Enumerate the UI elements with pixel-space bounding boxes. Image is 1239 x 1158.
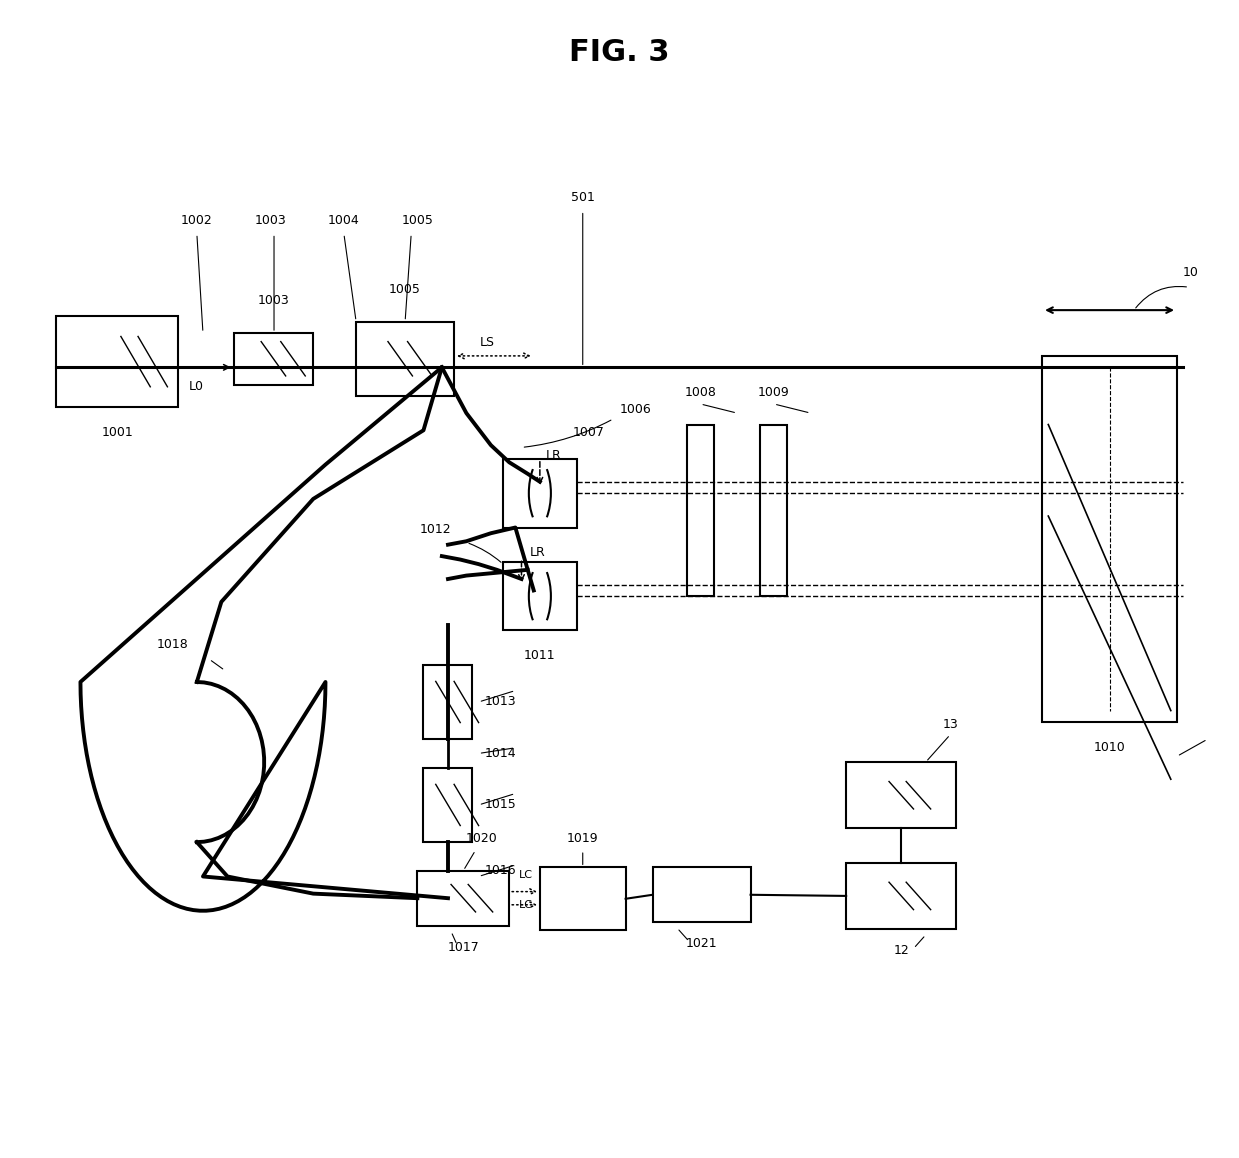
- Text: FIG. 3: FIG. 3: [569, 38, 670, 67]
- Text: LC: LC: [519, 900, 533, 910]
- Text: 1010: 1010: [1094, 741, 1125, 754]
- Bar: [653, 867, 751, 922]
- Text: 1019: 1019: [567, 833, 598, 845]
- Bar: [234, 334, 313, 384]
- Text: 1016: 1016: [484, 864, 517, 878]
- Text: 1006: 1006: [620, 403, 652, 416]
- Bar: [503, 459, 576, 528]
- Bar: [424, 768, 472, 842]
- Text: 10: 10: [1183, 266, 1199, 279]
- Text: 13: 13: [943, 718, 958, 731]
- Text: 1005: 1005: [389, 283, 421, 296]
- Bar: [424, 665, 472, 739]
- Bar: [56, 316, 178, 408]
- Bar: [1042, 356, 1177, 723]
- Text: 1014: 1014: [484, 747, 517, 760]
- Bar: [540, 867, 626, 930]
- Bar: [418, 871, 509, 925]
- Bar: [846, 762, 957, 828]
- Text: 1003: 1003: [258, 294, 289, 307]
- Text: 1005: 1005: [401, 214, 434, 227]
- Bar: [761, 425, 787, 596]
- Text: L0: L0: [188, 380, 203, 394]
- Text: 1017: 1017: [447, 940, 479, 954]
- Text: 12: 12: [893, 944, 909, 958]
- Text: 1013: 1013: [484, 696, 517, 709]
- Bar: [503, 562, 576, 630]
- Text: 1002: 1002: [181, 214, 213, 227]
- Text: 1004: 1004: [328, 214, 359, 227]
- Text: 1020: 1020: [466, 833, 498, 845]
- Bar: [846, 863, 957, 929]
- Text: LC: LC: [519, 870, 533, 880]
- Text: 1011: 1011: [524, 650, 555, 662]
- Bar: [686, 425, 714, 596]
- Text: 1001: 1001: [102, 426, 133, 439]
- Text: 1012: 1012: [420, 523, 451, 536]
- Text: 1021: 1021: [685, 938, 717, 951]
- Text: 1008: 1008: [684, 386, 716, 400]
- Text: 1009: 1009: [758, 386, 789, 400]
- Text: 501: 501: [571, 191, 595, 205]
- Text: 1003: 1003: [254, 214, 286, 227]
- Text: 1015: 1015: [484, 799, 517, 812]
- Text: 1018: 1018: [156, 638, 188, 651]
- Bar: [356, 322, 455, 396]
- Text: LS: LS: [479, 336, 494, 349]
- Text: 1007: 1007: [572, 426, 605, 439]
- Text: LR: LR: [546, 449, 561, 462]
- Text: LR: LR: [530, 547, 546, 559]
